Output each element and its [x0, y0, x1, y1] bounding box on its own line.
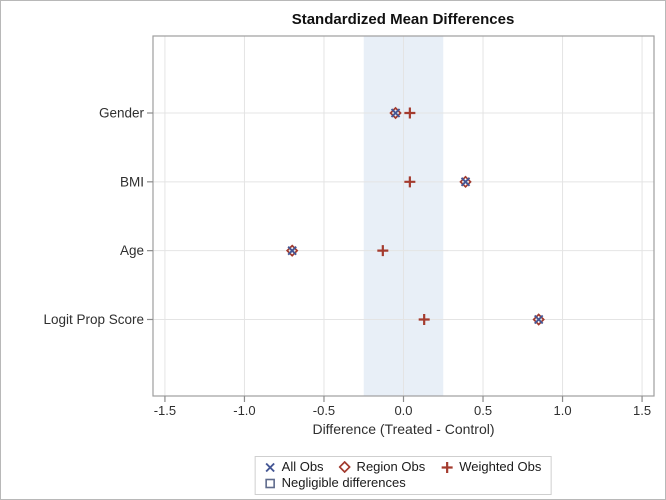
- plus-marker-icon: [441, 461, 453, 473]
- legend: All Obs Region Obs Weighted Obs Negli: [254, 456, 552, 495]
- marker-region-obs-bmi: [459, 175, 472, 189]
- legend-item-negligible: Negligible differences: [265, 475, 406, 491]
- marker-all-obs-age: [287, 245, 297, 256]
- marker-all-obs-logit-prop-score: [534, 314, 544, 325]
- diamond-marker-icon: [338, 461, 351, 473]
- y-category-label: Gender: [99, 106, 145, 121]
- marker-region-obs-gender: [389, 106, 402, 120]
- legend-label-weighted-obs: Weighted Obs: [459, 459, 542, 474]
- x-marker-icon: [265, 462, 275, 472]
- x-tick-label: -1.0: [233, 403, 255, 418]
- legend-label-negligible: Negligible differences: [281, 475, 406, 490]
- x-tick-label: -1.5: [154, 403, 176, 418]
- marker-region-obs-age: [285, 244, 299, 257]
- plot-title: Standardized Mean Differences: [291, 11, 515, 28]
- legend-item-region-obs: Region Obs: [338, 459, 426, 475]
- legend-label-all-obs: All Obs: [281, 459, 324, 474]
- x-tick-label: 0.5: [474, 403, 492, 418]
- legend-label-region-obs: Region Obs: [356, 459, 426, 474]
- x-tick-label: 1.0: [554, 403, 572, 418]
- y-category-label: Age: [120, 243, 144, 258]
- x-tick-label: 1.5: [633, 403, 651, 418]
- legend-row-2: Negligible differences: [265, 475, 542, 491]
- square-marker-icon: [265, 478, 275, 488]
- x-tick-label: 0.0: [394, 403, 412, 418]
- legend-item-weighted-obs: Weighted Obs: [440, 459, 541, 475]
- marker-weighted-obs-gender: [404, 107, 416, 119]
- legend-row-1: All Obs Region Obs Weighted Obs: [265, 459, 541, 475]
- x-axis-title: Difference (Treated - Control): [312, 421, 494, 437]
- marker-all-obs-gender: [390, 108, 401, 118]
- y-category-label: BMI: [120, 174, 144, 189]
- x-tick-label: -0.5: [313, 403, 335, 418]
- marker-weighted-obs-age: [377, 245, 389, 257]
- marker-region-obs-logit-prop-score: [532, 313, 545, 326]
- marker-all-obs-bmi: [460, 177, 471, 187]
- marker-weighted-obs-bmi: [404, 176, 416, 188]
- legend-item-all-obs: All Obs: [265, 459, 324, 475]
- marker-weighted-obs-logit-prop-score: [418, 313, 430, 325]
- y-category-label: Logit Prop Score: [43, 312, 144, 327]
